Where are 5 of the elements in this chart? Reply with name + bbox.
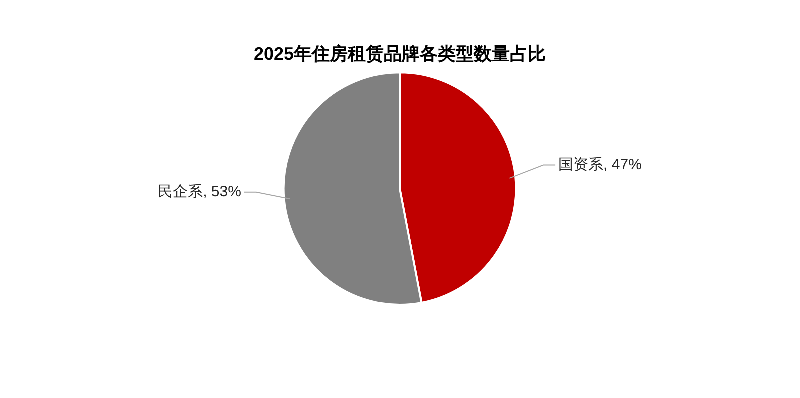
- data-label: , 47%: [604, 156, 642, 174]
- data-label: , 53%: [203, 184, 242, 201]
- slice-label: 国资系: [558, 156, 604, 174]
- slice-label: 民企系: [158, 184, 204, 201]
- chart-title: 2025年住房租赁品牌各类型数量占比: [254, 44, 546, 64]
